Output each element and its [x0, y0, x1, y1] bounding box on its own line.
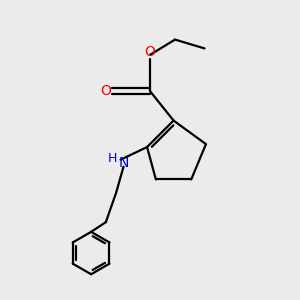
Text: N: N: [118, 156, 129, 170]
Text: O: O: [145, 45, 155, 59]
Text: H: H: [108, 152, 118, 165]
Text: O: O: [100, 84, 111, 98]
